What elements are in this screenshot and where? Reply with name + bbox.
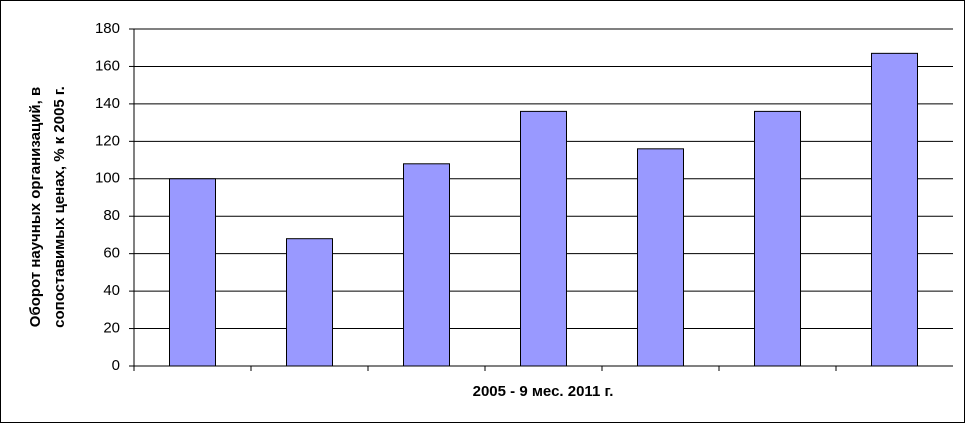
bar	[520, 110, 567, 367]
y-tick-label: 80	[103, 207, 120, 224]
y-tick-label: 100	[95, 170, 120, 187]
bar	[286, 238, 333, 367]
y-axis-title: сопоставимых ценах, % к 2005 г.	[51, 86, 68, 328]
y-tick-label: 160	[95, 57, 120, 74]
y-tick-label: 140	[95, 95, 120, 112]
y-tick-label: 20	[103, 320, 120, 337]
y-tick-label: 40	[103, 282, 120, 299]
y-tick-label: 0	[112, 357, 120, 374]
bar	[403, 163, 450, 367]
y-axis-title: Оборот научных организаций, в	[27, 87, 44, 327]
y-tick-label: 60	[103, 245, 120, 262]
bar	[871, 52, 918, 367]
y-tick-label: 120	[95, 132, 120, 149]
bar	[169, 178, 216, 367]
bar	[754, 110, 801, 367]
bar	[637, 148, 684, 367]
x-axis-title: 2005 - 9 мес. 2011 г.	[473, 383, 614, 400]
y-tick-label: 180	[95, 20, 120, 37]
